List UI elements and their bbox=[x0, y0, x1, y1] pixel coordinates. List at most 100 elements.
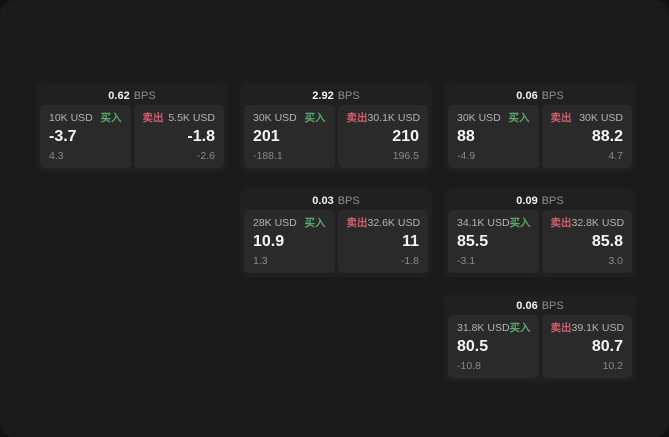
sell-price-value: 80.7 bbox=[591, 338, 623, 355]
sell-size-label: 32.6K USD bbox=[367, 217, 421, 229]
bps-value: 0.06 bbox=[516, 90, 538, 102]
sell-delta-value: 10.2 bbox=[602, 360, 623, 372]
sell-delta-value: 4.7 bbox=[608, 150, 623, 162]
bps-value: 0.62 bbox=[108, 90, 130, 102]
buy-tile-header: 31.8K USD 买入 bbox=[457, 322, 531, 334]
sell-delta-value: -2.6 bbox=[196, 150, 215, 162]
sell-tile-header: 卖出 39.1K USD bbox=[550, 322, 625, 334]
buy-price-value: -3.7 bbox=[49, 128, 77, 145]
sell-delta-value: 196.5 bbox=[392, 150, 419, 162]
sell-price-value: -1.8 bbox=[187, 128, 215, 145]
buy-side-label: 买入 bbox=[304, 112, 326, 124]
quote-card: 2.92 BPS 30K USD 买入 201 -188.1 卖出 30.1K … bbox=[240, 83, 432, 172]
sell-tile[interactable]: 卖出 30K USD 88.2 4.7 bbox=[541, 105, 632, 168]
buy-sell-panels: 30K USD 买入 201 -188.1 卖出 30.1K USD 210 1… bbox=[244, 105, 428, 168]
buy-side-label: 买入 bbox=[509, 217, 531, 229]
buy-sell-panels: 34.1K USD 买入 85.5 -3.1 卖出 32.8K USD 85.8… bbox=[448, 210, 632, 273]
sell-side-label: 卖出 bbox=[550, 322, 572, 334]
buy-price-value: 85.5 bbox=[457, 233, 489, 250]
sell-tile[interactable]: 卖出 5.5K USD -1.8 -2.6 bbox=[133, 105, 224, 168]
buy-delta-value: -10.8 bbox=[457, 360, 481, 372]
buy-sell-panels: 28K USD 买入 10.9 1.3 卖出 32.6K USD 11 -1.8 bbox=[244, 210, 428, 273]
buy-delta-value: -188.1 bbox=[253, 150, 283, 162]
buy-price-value: 88 bbox=[457, 128, 475, 145]
sell-tile-header: 卖出 30K USD bbox=[551, 112, 624, 124]
quote-cards-grid: 0.62 BPS 10K USD 买入 -3.7 4.3 卖出 5.5K USD bbox=[36, 83, 636, 382]
buy-side-label: 买入 bbox=[509, 322, 531, 334]
sell-price-value: 11 bbox=[402, 233, 419, 250]
bps-suffix-label: BPS bbox=[337, 195, 360, 207]
buy-tile[interactable]: 31.8K USD 买入 80.5 -10.8 bbox=[448, 315, 539, 378]
bps-suffix-label: BPS bbox=[541, 90, 564, 102]
buy-side-label: 买入 bbox=[508, 112, 530, 124]
sell-size-label: 39.1K USD bbox=[571, 322, 625, 334]
bps-header: 0.06 BPS bbox=[448, 297, 632, 315]
buy-tile[interactable]: 10K USD 买入 -3.7 4.3 bbox=[40, 105, 131, 168]
buy-tile-header: 34.1K USD 买入 bbox=[457, 217, 531, 229]
quote-card: 0.06 BPS 31.8K USD 买入 80.5 -10.8 卖出 39.1… bbox=[444, 293, 636, 382]
sell-side-label: 卖出 bbox=[346, 112, 368, 124]
sell-tile-header: 卖出 32.8K USD bbox=[550, 217, 625, 229]
bps-value: 0.06 bbox=[516, 300, 538, 312]
buy-tile[interactable]: 30K USD 买入 201 -188.1 bbox=[244, 105, 335, 168]
sell-size-label: 5.5K USD bbox=[168, 112, 215, 124]
sell-side-label: 卖出 bbox=[550, 217, 572, 229]
sell-tile-header: 卖出 32.6K USD bbox=[346, 217, 421, 229]
buy-price-value: 10.9 bbox=[253, 233, 285, 250]
sell-delta-value: 3.0 bbox=[608, 255, 623, 267]
buy-tile[interactable]: 30K USD 买入 88 -4.9 bbox=[448, 105, 539, 168]
sell-price-value: 88.2 bbox=[591, 128, 623, 145]
sell-side-label: 卖出 bbox=[346, 217, 368, 229]
buy-sell-panels: 31.8K USD 买入 80.5 -10.8 卖出 39.1K USD 80.… bbox=[448, 315, 632, 378]
sell-side-label: 卖出 bbox=[550, 112, 572, 124]
buy-size-label: 28K USD bbox=[253, 217, 297, 229]
buy-size-label: 30K USD bbox=[457, 112, 501, 124]
buy-price-value: 201 bbox=[253, 128, 280, 145]
bps-header: 0.09 BPS bbox=[448, 192, 632, 210]
bps-header: 0.03 BPS bbox=[244, 192, 428, 210]
buy-sell-panels: 10K USD 买入 -3.7 4.3 卖出 5.5K USD -1.8 -2.… bbox=[40, 105, 224, 168]
sell-tile[interactable]: 卖出 30.1K USD 210 196.5 bbox=[337, 105, 428, 168]
sell-size-label: 30K USD bbox=[579, 112, 623, 124]
buy-tile[interactable]: 28K USD 买入 10.9 1.3 bbox=[244, 210, 335, 273]
bps-value: 2.92 bbox=[312, 90, 334, 102]
sell-size-label: 32.8K USD bbox=[571, 217, 625, 229]
buy-tile[interactable]: 34.1K USD 买入 85.5 -3.1 bbox=[448, 210, 539, 273]
buy-tile-header: 30K USD 买入 bbox=[457, 112, 530, 124]
buy-tile-header: 28K USD 买入 bbox=[253, 217, 326, 229]
buy-size-label: 30K USD bbox=[253, 112, 297, 124]
quote-card: 0.62 BPS 10K USD 买入 -3.7 4.3 卖出 5.5K USD bbox=[36, 83, 228, 172]
buy-delta-value: 1.3 bbox=[253, 255, 268, 267]
buy-side-label: 买入 bbox=[304, 217, 326, 229]
sell-tile[interactable]: 卖出 32.6K USD 11 -1.8 bbox=[337, 210, 428, 273]
bps-value: 0.09 bbox=[516, 195, 538, 207]
sell-tile-header: 卖出 30.1K USD bbox=[346, 112, 421, 124]
buy-side-label: 买入 bbox=[100, 112, 122, 124]
bps-suffix-label: BPS bbox=[133, 90, 156, 102]
sell-side-label: 卖出 bbox=[142, 112, 164, 124]
bps-suffix-label: BPS bbox=[337, 90, 360, 102]
buy-size-label: 31.8K USD bbox=[457, 322, 510, 334]
buy-delta-value: -4.9 bbox=[457, 150, 476, 162]
sell-tile-header: 卖出 5.5K USD bbox=[143, 112, 216, 124]
bps-header: 0.62 BPS bbox=[40, 87, 224, 105]
sell-price-value: 85.8 bbox=[591, 233, 623, 250]
sell-tile[interactable]: 卖出 39.1K USD 80.7 10.2 bbox=[541, 315, 632, 378]
bps-header: 2.92 BPS bbox=[244, 87, 428, 105]
buy-sell-panels: 30K USD 买入 88 -4.9 卖出 30K USD 88.2 4.7 bbox=[448, 105, 632, 168]
bps-suffix-label: BPS bbox=[541, 195, 564, 207]
buy-delta-value: 4.3 bbox=[49, 150, 64, 162]
buy-tile-header: 30K USD 买入 bbox=[253, 112, 326, 124]
sell-tile[interactable]: 卖出 32.8K USD 85.8 3.0 bbox=[541, 210, 632, 273]
buy-tile-header: 10K USD 买入 bbox=[49, 112, 122, 124]
buy-size-label: 34.1K USD bbox=[457, 217, 510, 229]
buy-delta-value: -3.1 bbox=[457, 255, 476, 267]
quote-card: 0.06 BPS 30K USD 买入 88 -4.9 卖出 30K USD bbox=[444, 83, 636, 172]
buy-price-value: 80.5 bbox=[457, 338, 489, 355]
quote-card: 0.09 BPS 34.1K USD 买入 85.5 -3.1 卖出 32.8K… bbox=[444, 188, 636, 277]
buy-size-label: 10K USD bbox=[49, 112, 93, 124]
quote-card: 0.03 BPS 28K USD 买入 10.9 1.3 卖出 32.6K US… bbox=[240, 188, 432, 277]
sell-price-value: 210 bbox=[392, 128, 419, 145]
bps-header: 0.06 BPS bbox=[448, 87, 632, 105]
